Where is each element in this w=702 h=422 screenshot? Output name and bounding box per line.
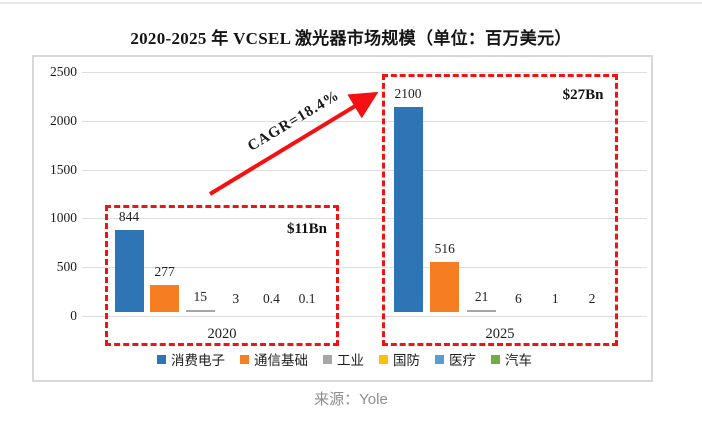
legend-swatch-icon [435, 354, 444, 364]
chart-title: 2020-2025 年 VCSEL 激光器市场规模（单位：百万美元） [130, 29, 572, 48]
bar-2020-series0 [114, 230, 144, 312]
chart-panel: 0 500 1000 1500 2000 2500 844 2100 277 516 15 21 3 6… [32, 55, 653, 382]
y-tick-label-2000: 2000 [50, 112, 77, 128]
legend-swatch-icon [157, 354, 166, 364]
legend-item-series3: 国防 [379, 349, 420, 369]
legend-label: 汽车 [505, 353, 532, 368]
legend-item-series5: 汽车 [491, 349, 532, 369]
bar-value-label-2025-series0: 2100 [394, 86, 422, 101]
x-axis-label-2020: 2020 [207, 326, 237, 342]
legend-swatch-icon [323, 354, 332, 364]
bar-value-label-2020-series4: 0.4 [262, 291, 280, 306]
legend-label: 通信基础 [254, 353, 308, 368]
source-attribution: 来源：Yole [314, 391, 388, 408]
y-tick-label-0: 0 [70, 308, 77, 323]
legend-item-series2: 工业 [323, 349, 364, 369]
bar-value-label-2025-series1: 516 [434, 241, 455, 256]
bar-2020-series2 [185, 310, 215, 312]
legend-item-series0: 消费电子 [157, 349, 225, 369]
bar-value-label-2025-series3: 6 [515, 291, 522, 306]
chart-legend: 消费电子 通信基础 工业 国防 医疗 汽车 [34, 349, 655, 369]
bar-value-label-2020-series5: 0.1 [298, 291, 316, 306]
legend-item-series1: 通信基础 [240, 349, 308, 369]
bar-value-label-2020-series2: 15 [193, 289, 207, 304]
bar-2020-series1 [150, 285, 180, 312]
bar-value-label-2025-series2: 21 [474, 289, 489, 304]
gridline-500 [82, 267, 647, 269]
gridline-2500 [82, 72, 647, 73]
gridline-1000 [82, 218, 647, 220]
bar-value-label-2020-series1: 277 [154, 264, 175, 279]
y-tick-label-1500: 1500 [50, 161, 77, 177]
legend-swatch-icon [240, 354, 249, 364]
y-tick-label-1000: 1000 [50, 210, 77, 226]
bar-value-label-2020-series0: 844 [118, 209, 140, 224]
bar-2025-series0 [393, 107, 423, 312]
total-label-2020: $11Bn [286, 221, 328, 237]
highlight-box-2020 [105, 205, 339, 346]
legend-swatch-icon [491, 354, 500, 364]
bar-value-label-2025-series5: 2 [588, 291, 596, 306]
y-tick-label-2500: 2500 [50, 64, 77, 79]
highlight-box-2025 [382, 74, 618, 346]
legend-label: 消费电子 [171, 353, 225, 368]
legend-label: 医疗 [449, 353, 476, 368]
legend-label: 国防 [393, 353, 420, 368]
legend-label: 工业 [337, 353, 364, 368]
y-tick-label-500: 500 [56, 259, 77, 275]
legend-swatch-icon [379, 354, 388, 364]
x-axis-label-2025: 2025 [485, 326, 515, 342]
legend-item-series4: 医疗 [435, 349, 476, 369]
bar-2025-series1 [430, 262, 460, 312]
bar-value-label-2025-series4: 1 [551, 291, 559, 306]
total-label-2025: $27Bn [562, 87, 604, 103]
gridline-0 [82, 316, 647, 317]
page-top-divider [0, 2, 702, 4]
bar-2025-series2 [467, 310, 497, 312]
bar-value-label-2020-series3: 3 [232, 291, 240, 306]
